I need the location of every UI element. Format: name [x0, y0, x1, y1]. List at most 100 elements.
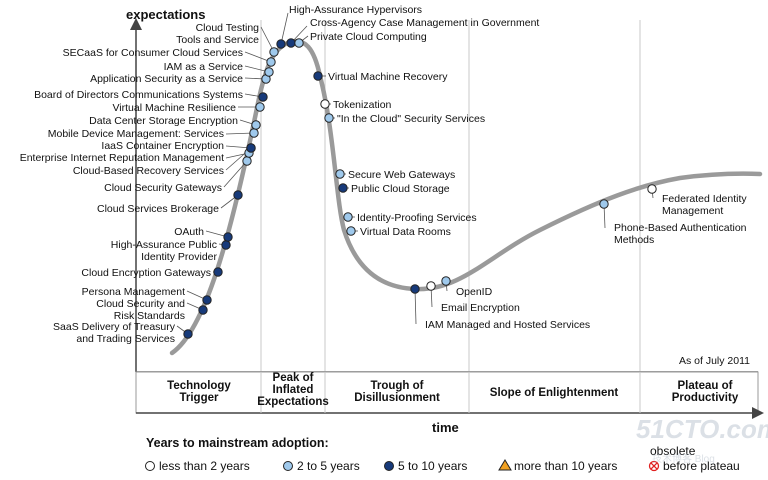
- legend-title: Years to mainstream adoption:: [146, 436, 329, 450]
- legend-item-lt2: less than 2 years: [145, 459, 250, 473]
- point-identity-proofing-services: [343, 212, 353, 222]
- label-application-security-as-a-service: Application Security as a Service: [90, 73, 243, 85]
- label-cloud-security-and-risk-standards: Cloud Security and Risk Standards: [96, 298, 185, 322]
- phase-label-3: Trough of Disillusionment: [354, 380, 440, 404]
- label-openid: OpenID: [456, 286, 493, 298]
- point-mobile-device-management-services: [249, 128, 259, 138]
- svg-text:技术博客 Blog: 技术博客 Blog: [652, 452, 715, 465]
- point-cloud-security-and-risk-standards: [198, 305, 208, 315]
- point-phone-based-authentication-methods: [599, 199, 609, 209]
- legend-label-lt2: less than 2 years: [159, 459, 250, 473]
- point-secure-web-gateways: [335, 169, 345, 179]
- label-oauth: OAuth: [174, 226, 204, 238]
- point-tokenization: [320, 99, 330, 109]
- point-oauth: [223, 232, 233, 242]
- legend-marker-5to10: [384, 461, 394, 471]
- point-cloud-testing-tools-and-service: [269, 47, 279, 57]
- label-board-of-directors-communications-systems: Board of Directors Communications System…: [34, 89, 243, 101]
- point-board-of-directors-communications-systems: [258, 92, 268, 102]
- legend-label-obs: before plateau: [663, 459, 740, 473]
- point-iam-as-a-service: [264, 67, 274, 77]
- phase-label-1: Technology Trigger: [167, 380, 231, 404]
- data-points: [183, 38, 657, 339]
- legend-label-2to5: 2 to 5 years: [297, 459, 360, 473]
- point-secaas-for-consumer-cloud-services: [266, 57, 276, 67]
- phase-band: [135, 371, 759, 414]
- legend-item-5to10: 5 to 10 years: [384, 459, 467, 473]
- phase-dividers: [260, 20, 641, 371]
- point-data-center-storage-encryption: [251, 120, 261, 130]
- label-iam-managed-and-hosted-services: IAM Managed and Hosted Services: [425, 319, 590, 331]
- label-email-encryption: Email Encryption: [441, 302, 520, 314]
- label-iam-as-a-service: IAM as a Service: [164, 61, 244, 73]
- label-phone-based-authentication-methods: Phone-Based Authentication Methods: [614, 222, 747, 246]
- label-tokenization: Tokenization: [333, 99, 392, 111]
- label-virtual-machine-resilience: Virtual Machine Resilience: [112, 102, 236, 114]
- phase-label-4: Slope of Enlightenment: [490, 387, 619, 399]
- label-persona-management: Persona Management: [82, 286, 185, 298]
- point-email-encryption: [426, 281, 436, 291]
- legend-label-top-obs: obsolete: [650, 444, 696, 458]
- label-high-assurance-hypervisors: High-Assurance Hypervisors: [289, 4, 422, 16]
- point-persona-management: [202, 295, 212, 305]
- label-enterprise-internet-reputation-management: Enterprise Internet Reputation Managemen…: [20, 152, 224, 164]
- point-virtual-machine-recovery: [313, 71, 323, 81]
- label-data-center-storage-encryption: Data Center Storage Encryption: [89, 115, 238, 127]
- point-virtual-machine-resilience: [255, 102, 265, 112]
- point-private-cloud-computing: [294, 38, 304, 48]
- label-iaas-container-encryption: IaaS Container Encryption: [101, 140, 224, 152]
- point-cloud-security-gateways: [242, 156, 252, 166]
- label-mobile-device-management-services: Mobile Device Management: Services: [48, 128, 224, 140]
- point-labels: SaaS Delivery of Treasury and Trading Ser…: [20, 4, 748, 345]
- phase-labels: Technology Trigger Peak of Inflated Expectat…: [167, 372, 739, 408]
- label-private-cloud-computing: Private Cloud Computing: [310, 31, 427, 43]
- point-in-the-cloud-security-services: [324, 113, 334, 123]
- label-identity-proofing-services: Identity-Proofing Services: [357, 212, 477, 224]
- label-cloud-services-brokerage: Cloud Services Brokerage: [97, 203, 219, 215]
- leader-cloud-security-gateways: [223, 160, 248, 188]
- point-high-assurance-hypervisors: [276, 39, 286, 49]
- legend-x-mark: [650, 462, 658, 470]
- label-virtual-data-rooms: Virtual Data Rooms: [360, 226, 451, 238]
- watermark-logo: 51CTO.com 技术博客 Blog: [636, 414, 768, 465]
- point-virtual-data-rooms: [346, 226, 356, 236]
- point-cloud-services-brokerage: [233, 190, 243, 200]
- label-cloud-encryption-gateways: Cloud Encryption Gateways: [81, 267, 211, 279]
- leader-iam-managed-and-hosted-services: [414, 288, 417, 325]
- point-iam-managed-and-hosted-services: [410, 284, 420, 294]
- point-cloud-encryption-gateways: [213, 267, 223, 277]
- y-axis-title: expectations: [126, 7, 205, 22]
- legend-item-2to5: 2 to 5 years: [283, 459, 360, 473]
- label-federated-identity-management: Federated Identity Management: [662, 193, 747, 217]
- label-saas-delivery-of-treasury-and-trading-services: SaaS Delivery of Treasury and Trading Ser…: [53, 321, 176, 345]
- label-cloud-security-gateways: Cloud Security Gateways: [104, 182, 222, 194]
- label-high-assurance-public-identity-provider: High-Assurance Public Identity Provider: [111, 239, 218, 263]
- phase-label-5: Plateau of Productivity: [672, 380, 739, 404]
- legend-label-5to10: 5 to 10 years: [398, 459, 467, 473]
- label-cross-agency-case-management-in-government: Cross-Agency Case Management in Governme…: [310, 17, 539, 29]
- x-axis-title: time: [432, 420, 459, 435]
- as-of-note: As of July 2011: [679, 355, 750, 367]
- legend: Years to mainstream adoption: less than …: [145, 436, 740, 473]
- label-secaas-for-consumer-cloud-services: SECaaS for Consumer Cloud Services: [63, 47, 243, 59]
- point-high-assurance-public-identity-provider: [221, 240, 231, 250]
- point-federated-identity-management: [647, 184, 657, 194]
- phase-band-dividers: [260, 372, 641, 413]
- point-public-cloud-storage: [338, 183, 348, 193]
- leader-high-assurance-hypervisors: [280, 12, 289, 45]
- point-iaas-container-encryption: [246, 143, 256, 153]
- label-cloud-based-recovery-services: Cloud-Based Recovery Services: [73, 165, 224, 177]
- legend-marker-2to5: [283, 461, 293, 471]
- label-secure-web-gateways: Secure Web Gateways: [348, 169, 455, 181]
- legend-label-gt10: more than 10 years: [514, 459, 617, 473]
- label-public-cloud-storage: Public Cloud Storage: [351, 183, 450, 195]
- point-openid: [441, 276, 451, 286]
- label-in-the-cloud-security-services: "In the Cloud" Security Services: [337, 113, 485, 125]
- point-saas-delivery-of-treasury-and-trading-services: [183, 329, 193, 339]
- point-cross-agency-case-management-in-government: [286, 38, 296, 48]
- phase-label-2: Peak of Inflated Expectations: [257, 372, 329, 408]
- svg-text:51CTO.com: 51CTO.com: [636, 414, 768, 444]
- label-virtual-machine-recovery: Virtual Machine Recovery: [328, 71, 448, 83]
